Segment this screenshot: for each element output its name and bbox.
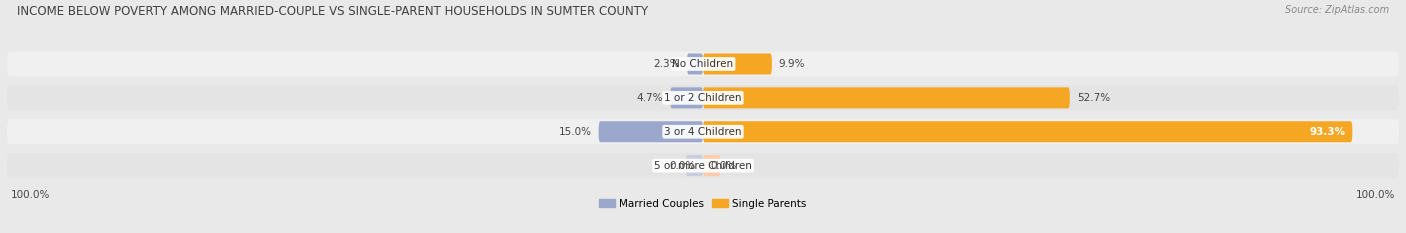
Text: Source: ZipAtlas.com: Source: ZipAtlas.com <box>1285 5 1389 15</box>
Text: 100.0%: 100.0% <box>10 190 49 200</box>
Text: 3 or 4 Children: 3 or 4 Children <box>664 127 742 137</box>
Text: INCOME BELOW POVERTY AMONG MARRIED-COUPLE VS SINGLE-PARENT HOUSEHOLDS IN SUMTER : INCOME BELOW POVERTY AMONG MARRIED-COUPL… <box>17 5 648 18</box>
FancyBboxPatch shape <box>7 51 1399 76</box>
Text: 100.0%: 100.0% <box>1357 190 1396 200</box>
FancyBboxPatch shape <box>688 53 703 75</box>
Text: 15.0%: 15.0% <box>558 127 592 137</box>
FancyBboxPatch shape <box>671 87 703 108</box>
Text: 9.9%: 9.9% <box>779 59 806 69</box>
FancyBboxPatch shape <box>7 153 1399 178</box>
FancyBboxPatch shape <box>703 155 720 176</box>
Text: 52.7%: 52.7% <box>1077 93 1109 103</box>
Text: 93.3%: 93.3% <box>1309 127 1346 137</box>
Text: 4.7%: 4.7% <box>637 93 664 103</box>
FancyBboxPatch shape <box>703 53 772 75</box>
FancyBboxPatch shape <box>7 119 1399 144</box>
FancyBboxPatch shape <box>703 121 1353 142</box>
FancyBboxPatch shape <box>7 85 1399 110</box>
Text: 0.0%: 0.0% <box>710 161 737 171</box>
Text: 2.3%: 2.3% <box>654 59 681 69</box>
FancyBboxPatch shape <box>686 155 703 176</box>
Text: 0.0%: 0.0% <box>669 161 696 171</box>
Text: 1 or 2 Children: 1 or 2 Children <box>664 93 742 103</box>
FancyBboxPatch shape <box>599 121 703 142</box>
Text: No Children: No Children <box>672 59 734 69</box>
FancyBboxPatch shape <box>703 87 1070 108</box>
Legend: Married Couples, Single Parents: Married Couples, Single Parents <box>595 194 811 213</box>
Text: 5 or more Children: 5 or more Children <box>654 161 752 171</box>
